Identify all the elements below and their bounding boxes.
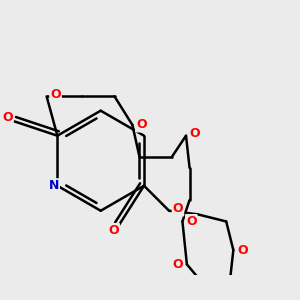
Text: O: O: [50, 88, 61, 101]
Text: N: N: [49, 179, 59, 192]
Text: O: O: [190, 128, 200, 140]
Text: O: O: [108, 224, 119, 237]
Text: O: O: [136, 118, 147, 131]
Text: O: O: [237, 244, 247, 256]
Text: O: O: [2, 111, 13, 124]
Text: O: O: [172, 258, 183, 271]
Text: O: O: [172, 202, 183, 215]
Text: O: O: [186, 215, 197, 228]
